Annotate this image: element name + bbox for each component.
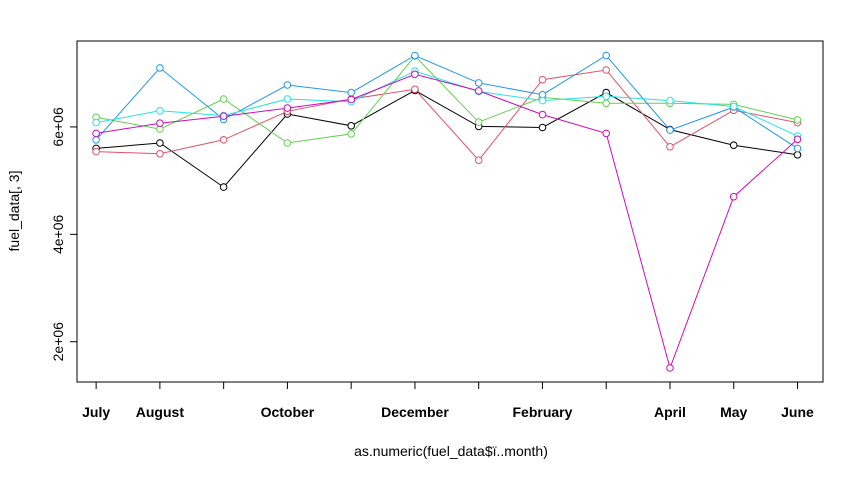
data-point-s4	[666, 126, 674, 134]
data-point-s2	[411, 85, 419, 94]
series-line-3	[96, 55, 798, 144]
y-tick-label: 6e+06	[50, 107, 66, 147]
data-point-s2	[92, 147, 100, 156]
data-point-s4	[283, 81, 292, 89]
x-axis: July August October December February April Ma…	[82, 381, 814, 420]
data-point-s5	[538, 96, 547, 105]
data-point-s6	[793, 135, 802, 144]
data-point-s6	[156, 119, 164, 127]
data-point-s6	[474, 87, 483, 95]
x-tick-label: December	[381, 404, 449, 420]
data-point-s1	[729, 141, 738, 149]
series-line-5	[96, 70, 798, 137]
data-point-s4	[474, 79, 483, 87]
data-point-s2	[538, 75, 547, 84]
data-point-s1	[347, 122, 356, 130]
data-point-s6	[411, 70, 419, 79]
series-line-6	[96, 73, 798, 370]
x-tick-label: April	[654, 404, 686, 420]
y-tick-label: 2e+06	[50, 322, 66, 362]
data-point-s3	[347, 130, 356, 138]
data-point-s5	[92, 118, 100, 127]
series-points	[92, 51, 802, 372]
data-point-s3	[219, 95, 228, 103]
data-point-s3	[793, 116, 802, 124]
series-lines	[95, 54, 798, 370]
x-tick-label: August	[136, 404, 185, 420]
data-point-s4	[156, 64, 164, 72]
x-tick-label: October	[261, 404, 315, 420]
data-point-s6	[538, 110, 547, 119]
data-point-s2	[666, 143, 674, 151]
data-point-s6	[92, 129, 100, 138]
data-point-s3	[474, 118, 483, 126]
data-point-s5	[729, 102, 738, 111]
data-point-s5	[666, 96, 674, 105]
data-point-s4	[602, 51, 611, 60]
data-point-s3	[283, 139, 292, 147]
x-axis-label: as.numeric(fuel_data$ï..month)	[354, 443, 548, 459]
data-point-s1	[793, 151, 802, 159]
y-tick-label: 4e+06	[50, 214, 66, 254]
data-point-s2	[156, 150, 164, 158]
data-point-s2	[219, 136, 228, 144]
data-point-s5	[283, 95, 292, 103]
data-point-s1	[156, 139, 164, 147]
x-tick-label: June	[781, 404, 814, 420]
data-point-s6	[283, 104, 292, 112]
series-line-1	[96, 89, 798, 188]
x-tick-label: July	[82, 404, 110, 420]
x-tick-label: February	[512, 404, 572, 420]
series-line-4	[95, 54, 798, 149]
data-point-s5	[156, 107, 164, 115]
data-point-s3	[602, 99, 611, 108]
data-point-s6	[666, 364, 674, 372]
data-point-s6	[347, 95, 356, 104]
data-point-s1	[538, 123, 547, 132]
data-point-s4	[92, 136, 100, 144]
data-point-s4	[411, 51, 419, 60]
data-point-s1	[219, 183, 228, 191]
x-tick-label: May	[720, 404, 747, 420]
data-point-s6	[729, 192, 738, 201]
data-point-s4	[347, 88, 356, 97]
data-point-s5	[602, 92, 611, 101]
series-line-2	[96, 69, 798, 161]
data-point-s4	[793, 144, 802, 153]
data-point-s6	[602, 129, 611, 138]
data-point-s6	[219, 112, 228, 120]
y-axis-label: fuel_data[, 3]	[6, 171, 22, 252]
data-point-s2	[602, 66, 611, 74]
y-axis: 2e+06 4e+06 6e+06	[50, 107, 78, 362]
data-point-s2	[474, 156, 483, 164]
